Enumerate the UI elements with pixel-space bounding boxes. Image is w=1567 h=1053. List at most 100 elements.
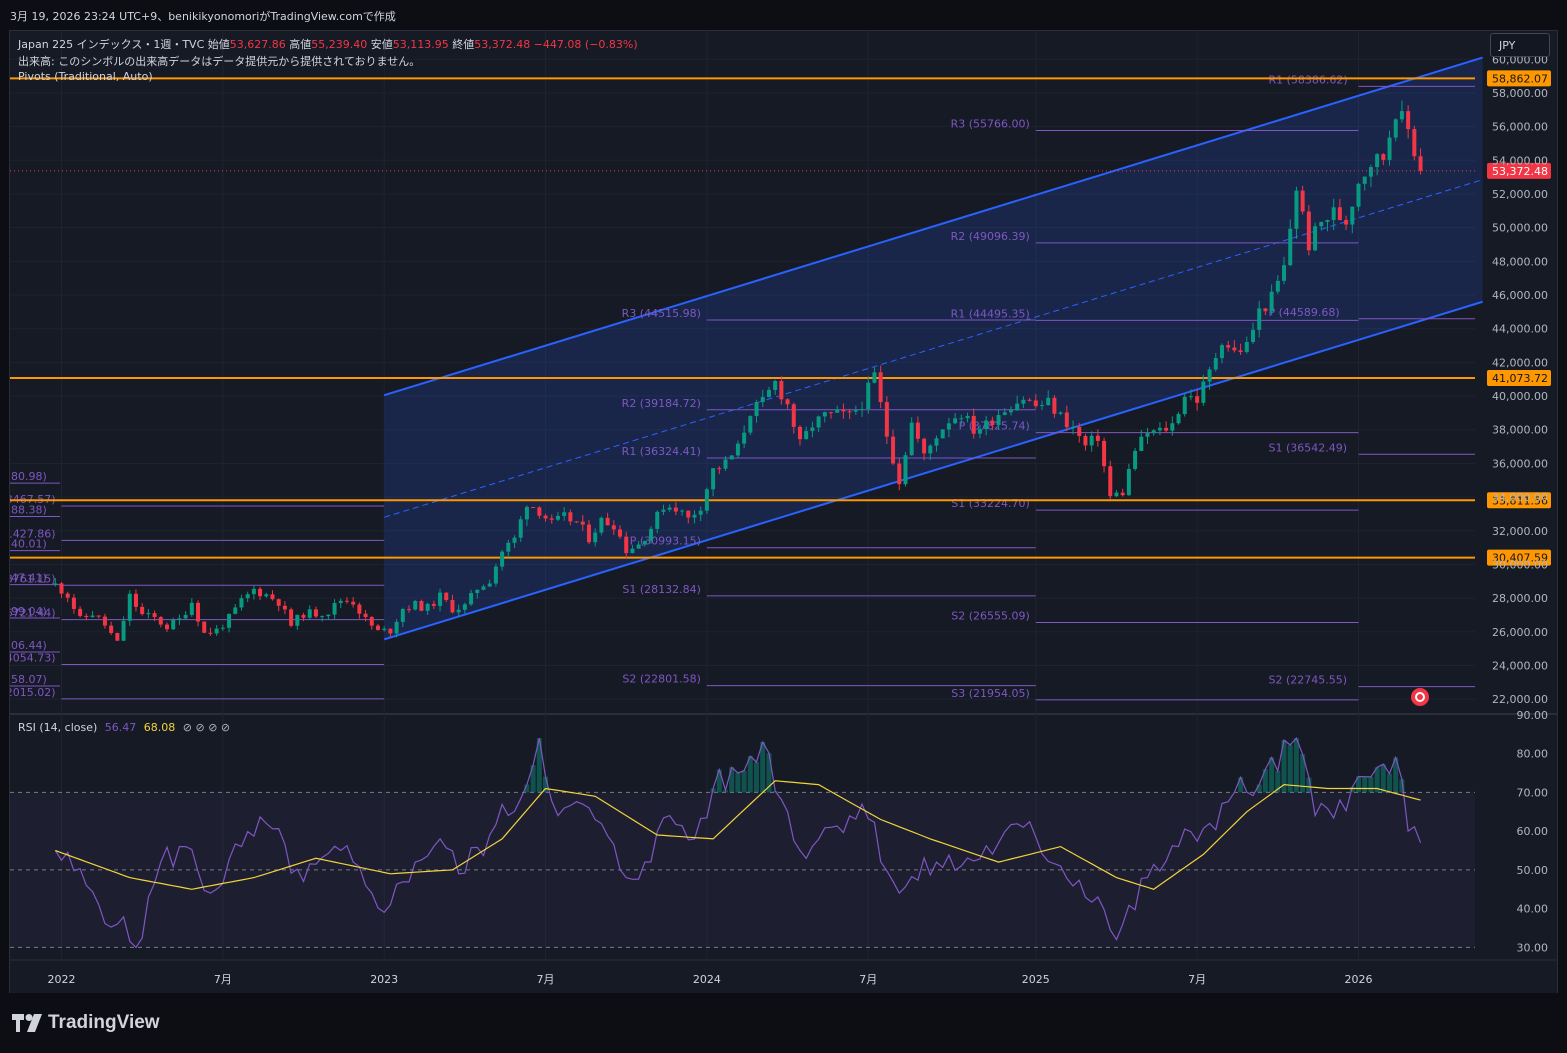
candle-body xyxy=(1182,396,1187,415)
candle-body xyxy=(1288,228,1293,266)
candle-body xyxy=(500,551,505,567)
candle-body xyxy=(208,632,213,634)
candle-body xyxy=(96,615,101,617)
price-axis-tick: 36,000.00 xyxy=(1492,457,1548,470)
candle-body xyxy=(109,625,114,633)
candle-body xyxy=(1157,427,1162,431)
candle-body xyxy=(860,409,865,411)
time-axis-tick: 2023 xyxy=(370,973,398,986)
candle-body xyxy=(816,416,821,428)
price-axis-tick: 44,000.00 xyxy=(1492,323,1548,336)
pivot-label: S1 (36542.49) xyxy=(1269,441,1348,454)
candle-body xyxy=(959,418,964,420)
candle-body xyxy=(450,600,455,613)
pivot-label: S2 (22745.55) xyxy=(1269,674,1348,687)
price-axis-tick: 34,000.00 xyxy=(1492,491,1548,504)
pivot-label: S1 (24054.73) xyxy=(10,652,56,665)
candle-body xyxy=(214,628,219,634)
candle-body xyxy=(1275,280,1280,292)
candle-body xyxy=(1077,426,1082,436)
candle-body xyxy=(1219,345,1224,359)
pivot-label: R3 (44515.98) xyxy=(622,307,701,320)
candle-body xyxy=(766,389,771,398)
candle-body xyxy=(518,519,523,538)
candle-body xyxy=(586,524,591,543)
candle-body xyxy=(1207,369,1212,382)
price-axis-tick: 32,000.00 xyxy=(1492,525,1548,538)
candle-body xyxy=(1058,412,1063,414)
tradingview-logo[interactable]: TradingView xyxy=(12,1012,160,1034)
candle-body xyxy=(282,605,287,610)
candle-body xyxy=(977,429,982,434)
rsi-axis-tick: 40.00 xyxy=(1517,903,1549,916)
candle-body xyxy=(835,409,840,413)
candle-body xyxy=(1040,405,1045,407)
candle-body xyxy=(655,511,660,529)
candle-body xyxy=(320,616,325,618)
candle-body xyxy=(1294,190,1299,229)
candle-body xyxy=(1095,435,1100,441)
symbol-title[interactable]: Japan 225 インデックス・1週・TVC xyxy=(18,38,205,51)
candle-body xyxy=(1375,154,1380,168)
candles xyxy=(53,100,1423,642)
candle-body xyxy=(797,426,802,440)
candle-body xyxy=(382,628,387,631)
candle-body xyxy=(1170,423,1175,431)
candle-body xyxy=(965,415,970,419)
open-label: 始値 xyxy=(207,38,230,51)
candle-body xyxy=(1282,265,1287,281)
rsi-axis-tick: 50.00 xyxy=(1517,864,1549,877)
level-price-tag xyxy=(1487,492,1551,509)
price-axis-tick: 48,000.00 xyxy=(1492,255,1548,268)
candle-body xyxy=(413,600,418,610)
candle-body xyxy=(1331,207,1336,221)
pivot-label: S1 (28132.84) xyxy=(622,583,701,596)
candle-body xyxy=(1021,399,1026,404)
rsi-hidden-icons[interactable]: ⊘ ⊘ ⊘ ⊘ xyxy=(182,721,231,734)
candle-body xyxy=(1362,176,1367,184)
candle-body xyxy=(295,614,300,626)
candle-body xyxy=(196,602,201,622)
candle-body xyxy=(698,510,703,515)
rsi-label[interactable]: RSI (14, close) xyxy=(18,721,98,734)
candle-body xyxy=(1356,183,1361,207)
candle-body xyxy=(1089,435,1094,446)
low-label: 安値 xyxy=(370,38,393,51)
candle-body xyxy=(1325,220,1330,222)
candle-body xyxy=(258,588,263,597)
candle-body xyxy=(1120,492,1125,496)
candle-body xyxy=(555,515,560,520)
candle-body xyxy=(1313,226,1318,251)
candle-body xyxy=(680,510,685,512)
candle-body xyxy=(611,525,616,530)
candle-body xyxy=(133,593,138,607)
chart-canvas[interactable]: R3 (33467.57)R2 (31427.86)R1 (28761.15)P… xyxy=(10,31,1557,993)
channel-mid-line xyxy=(384,179,1483,518)
symbol-legend[interactable]: Japan 225 インデックス・1週・TVC 始値53,627.86 高値55… xyxy=(18,36,638,52)
price-axis-tick: 28,000.00 xyxy=(1492,592,1548,605)
candle-body xyxy=(233,607,238,614)
candle-body xyxy=(1350,206,1355,225)
candle-body xyxy=(742,432,747,444)
high-value: 55,239.40 xyxy=(311,38,368,51)
candle-body xyxy=(804,431,809,440)
rsi-ma-value: 68.08 xyxy=(143,721,176,734)
pivot-label: S2 (22015.02) xyxy=(10,686,56,699)
candle-body xyxy=(754,401,759,417)
time-axis-tick: 2026 xyxy=(1345,973,1373,986)
candle-body xyxy=(475,589,480,594)
change-value: −447.08 (−0.83%) xyxy=(533,38,638,51)
level-price-label: 41,073.72 xyxy=(1492,372,1548,385)
rsi-axis-tick: 80.00 xyxy=(1517,748,1549,761)
candle-body xyxy=(1108,466,1113,497)
rsi-legend[interactable]: RSI (14, close) 56.47 68.08 ⊘ ⊘ ⊘ ⊘ xyxy=(18,721,230,734)
channel-lower-line xyxy=(383,300,1483,641)
chart-frame[interactable]: R3 (33467.57)R2 (31427.86)R1 (28761.15)P… xyxy=(9,30,1558,994)
pivots-indicator-label[interactable]: Pivots (Traditional, Auto) xyxy=(18,70,153,83)
candle-body xyxy=(1406,111,1411,130)
candle-body xyxy=(562,512,567,516)
tradingview-logo-text: TradingView xyxy=(48,1012,160,1033)
rsi-pane xyxy=(10,715,1557,959)
currency-button[interactable]: JPY xyxy=(1490,33,1550,57)
candle-body xyxy=(909,422,914,456)
